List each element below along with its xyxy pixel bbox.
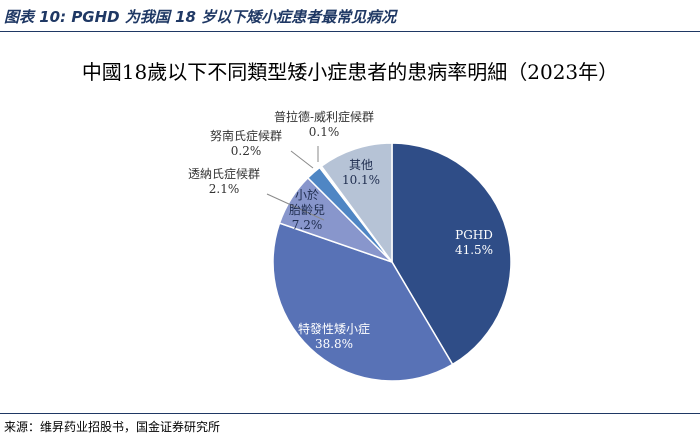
slice-label: PGHD 41.5% bbox=[455, 228, 493, 257]
figure-header: 图表 10: PGHD 为我国 18 岁以下矮小症患者最常见病况 bbox=[0, 0, 700, 34]
slice-label: 特發性矮小症 38.8% bbox=[298, 321, 370, 351]
slice-label: 透納氏症候群 2.1% bbox=[188, 166, 260, 196]
header-rule bbox=[0, 31, 700, 32]
pie-slice bbox=[391, 142, 512, 366]
pie-slice bbox=[320, 142, 393, 265]
pie-slice bbox=[272, 222, 454, 382]
leader-line bbox=[290, 150, 314, 169]
figure-title: 图表 10: PGHD 为我国 18 岁以下矮小症患者最常见病况 bbox=[4, 8, 397, 26]
slice-label: 小於胎齡兒 7.2% bbox=[289, 187, 325, 232]
slice-label: 其他 10.1% bbox=[342, 158, 380, 187]
slice-label: 普拉德-威利症候群 0.1% bbox=[274, 109, 374, 139]
chart-title: 中國18歲以下不同類型矮小症患者的患病率明細（2023年） bbox=[81, 60, 619, 84]
source-note: 来源：维昇药业招股书，国金证券研究所 bbox=[4, 420, 221, 434]
footer-rule bbox=[0, 413, 700, 414]
leader-line bbox=[266, 193, 325, 221]
slice-label: 努南氏症候群 0.2% bbox=[210, 128, 282, 158]
